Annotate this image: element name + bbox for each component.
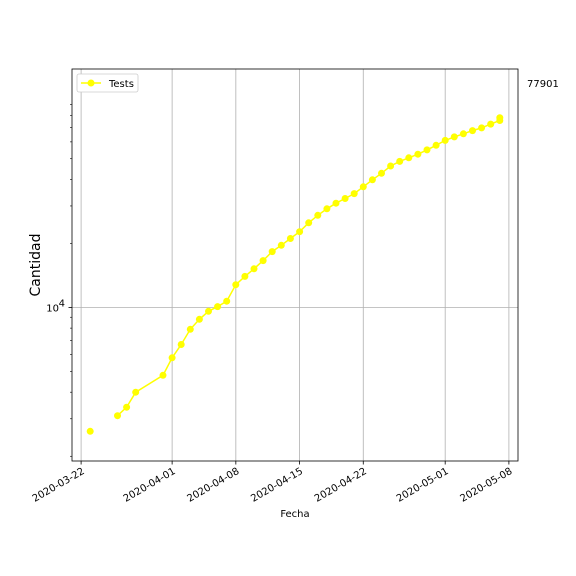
legend-marker (87, 79, 95, 87)
data-point (123, 403, 131, 411)
data-point (432, 141, 440, 149)
data-point (214, 303, 222, 311)
data-point (132, 388, 140, 396)
data-point (305, 219, 313, 227)
y-axis-label: Cantidad (28, 234, 44, 297)
data-point (177, 341, 185, 348)
data-point (241, 272, 249, 280)
data-point (259, 257, 267, 265)
data-point (232, 281, 240, 289)
data-point (459, 130, 467, 138)
end-annotation: 77901 (527, 79, 559, 90)
data-point (368, 176, 376, 184)
x-tick-label: 2020-04-08 (185, 466, 241, 505)
y-axis: 10 4 (46, 104, 72, 457)
x-tick-label: 2020-04-22 (313, 466, 369, 505)
data-point (159, 371, 167, 379)
data-point (277, 241, 285, 249)
data-point (469, 127, 476, 135)
data-point (323, 205, 331, 213)
x-tick-label: 2020-05-08 (459, 466, 515, 505)
data-point (496, 114, 504, 122)
series-line-tests (116, 117, 501, 417)
legend-label: Tests (108, 79, 134, 90)
x-tick-label: 2020-03-22 (31, 466, 87, 505)
data-point (223, 297, 231, 305)
y-tick-base: 10 (46, 303, 59, 314)
data-point (414, 150, 422, 158)
data-point (332, 199, 340, 207)
legend: Tests (76, 73, 139, 93)
x-tick-label: 2020-04-01 (122, 466, 178, 505)
data-point (450, 133, 458, 141)
data-point (268, 248, 276, 256)
data-point (250, 265, 258, 273)
data-point (286, 235, 294, 242)
data-point (487, 120, 495, 128)
data-point (350, 190, 358, 198)
x-axis: 2020-03-22 2020-04-01 2020-04-08 2020-04-15… (31, 461, 515, 505)
data-point (378, 169, 385, 177)
data-point (359, 183, 367, 191)
data-point (441, 136, 449, 144)
x-tick-label: 2020-05-01 (395, 466, 451, 505)
data-point (387, 162, 395, 170)
data-point (86, 427, 94, 435)
y-tick-label: 10 4 (46, 298, 65, 314)
data-point (205, 307, 212, 315)
x-tick-label: 2020-04-15 (249, 466, 305, 505)
series-layer (86, 114, 504, 435)
legend-box (76, 73, 139, 93)
y-tick-exp: 4 (59, 298, 65, 309)
data-point (396, 157, 404, 165)
data-point (478, 124, 486, 132)
grid (72, 69, 518, 461)
data-point (405, 154, 413, 162)
x-axis-label: Fecha (280, 509, 309, 520)
data-point (186, 325, 194, 333)
data-point (195, 315, 203, 323)
data-point (423, 146, 431, 154)
data-point (168, 354, 176, 362)
data-point (341, 195, 349, 202)
data-point (114, 412, 121, 420)
data-point (314, 211, 322, 219)
plot-frame (71, 68, 519, 462)
data-point (296, 228, 304, 236)
